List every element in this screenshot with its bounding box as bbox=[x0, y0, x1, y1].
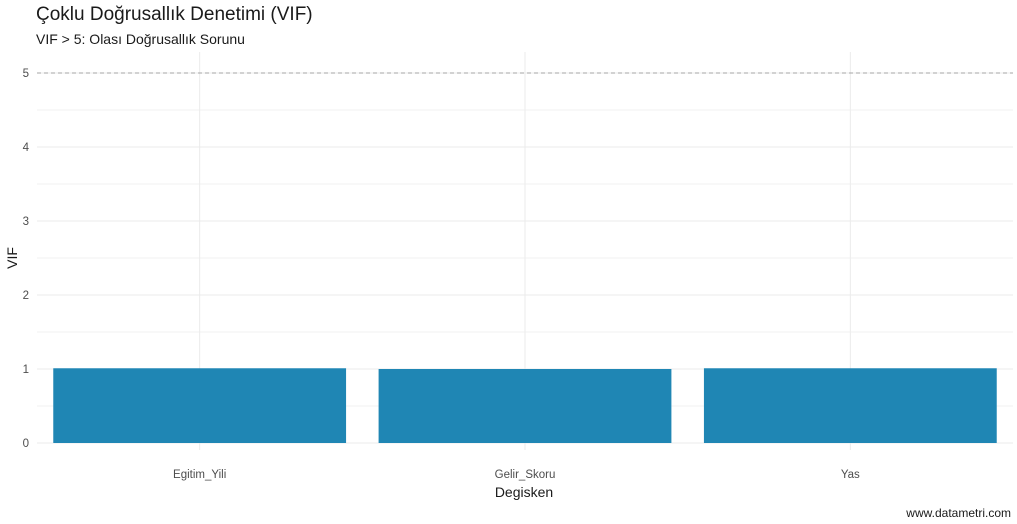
y-axis-title: VIF bbox=[4, 247, 20, 269]
bar-egitim-yili bbox=[53, 368, 347, 443]
y-tick-labels: 0 1 2 3 4 5 bbox=[23, 68, 30, 450]
source-caption: www.datametri.com bbox=[906, 506, 1011, 520]
bar-yas bbox=[703, 368, 997, 443]
bars bbox=[53, 368, 997, 443]
y-tick-label: 4 bbox=[23, 142, 30, 154]
chart-title: Çoklu Doğrusallık Denetimi (VIF) bbox=[36, 4, 313, 25]
y-tick-label: 2 bbox=[23, 290, 29, 302]
x-tick-label: Yas bbox=[841, 469, 860, 481]
y-tick-label: 5 bbox=[23, 68, 29, 80]
x-tick-label: Gelir_Skoru bbox=[495, 469, 556, 481]
bar-gelir-skoru bbox=[378, 369, 672, 443]
y-tick-label: 3 bbox=[23, 216, 29, 228]
y-tick-label: 0 bbox=[23, 438, 29, 450]
x-tick-label: Egitim_Yili bbox=[173, 469, 226, 481]
y-tick-label: 1 bbox=[23, 364, 29, 376]
chart-subtitle: VIF > 5: Olası Doğrusallık Sorunu bbox=[36, 31, 245, 47]
x-axis-title: Degisken bbox=[495, 484, 553, 500]
x-tick-labels: Egitim_Yili Gelir_Skoru Yas bbox=[173, 469, 860, 481]
